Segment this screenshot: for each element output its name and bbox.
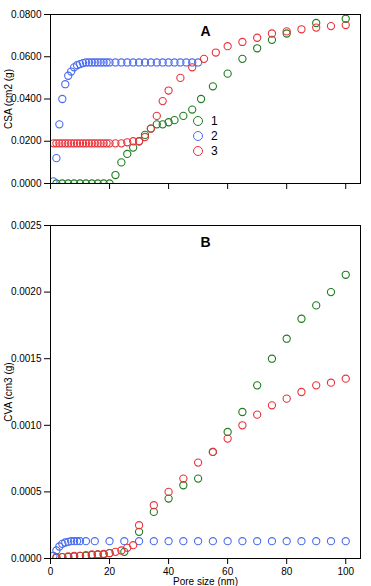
svg-text:0.0015: 0.0015 <box>11 353 42 364</box>
svg-text:0.0200: 0.0200 <box>11 135 42 146</box>
svg-text:0.0020: 0.0020 <box>11 286 42 297</box>
svg-text:Pore size (nm): Pore size (nm) <box>173 576 238 586</box>
svg-text:0.0000: 0.0000 <box>11 553 42 564</box>
html-text:1: 1 <box>211 113 218 128</box>
svg-text:0.0600: 0.0600 <box>11 51 42 62</box>
svg-text:60: 60 <box>222 565 234 577</box>
svg-text:0.0005: 0.0005 <box>11 486 42 497</box>
svg-text:0: 0 <box>48 566 54 577</box>
svg-text:0.0025: 0.0025 <box>11 220 42 231</box>
svg-text:40: 40 <box>163 565 175 577</box>
svg-text:CVA (cm3 (g): CVA (cm3 (g) <box>3 362 14 421</box>
svg-text:CSA (cm2 (g): CSA (cm2 (g) <box>3 69 14 129</box>
html-text:2: 2 <box>211 128 218 143</box>
svg-text:20: 20 <box>104 566 116 577</box>
svg-text:B: B <box>200 234 210 250</box>
svg-text:0.0800: 0.0800 <box>11 9 42 20</box>
svg-text:100: 100 <box>337 566 354 577</box>
svg-text:0.0000: 0.0000 <box>11 178 42 189</box>
html-text:3: 3 <box>211 143 218 158</box>
svg-text:80: 80 <box>281 566 293 577</box>
svg-text:0.0400: 0.0400 <box>11 93 42 104</box>
svg-text:A: A <box>200 23 210 39</box>
svg-text:0.0010: 0.0010 <box>11 420 42 431</box>
